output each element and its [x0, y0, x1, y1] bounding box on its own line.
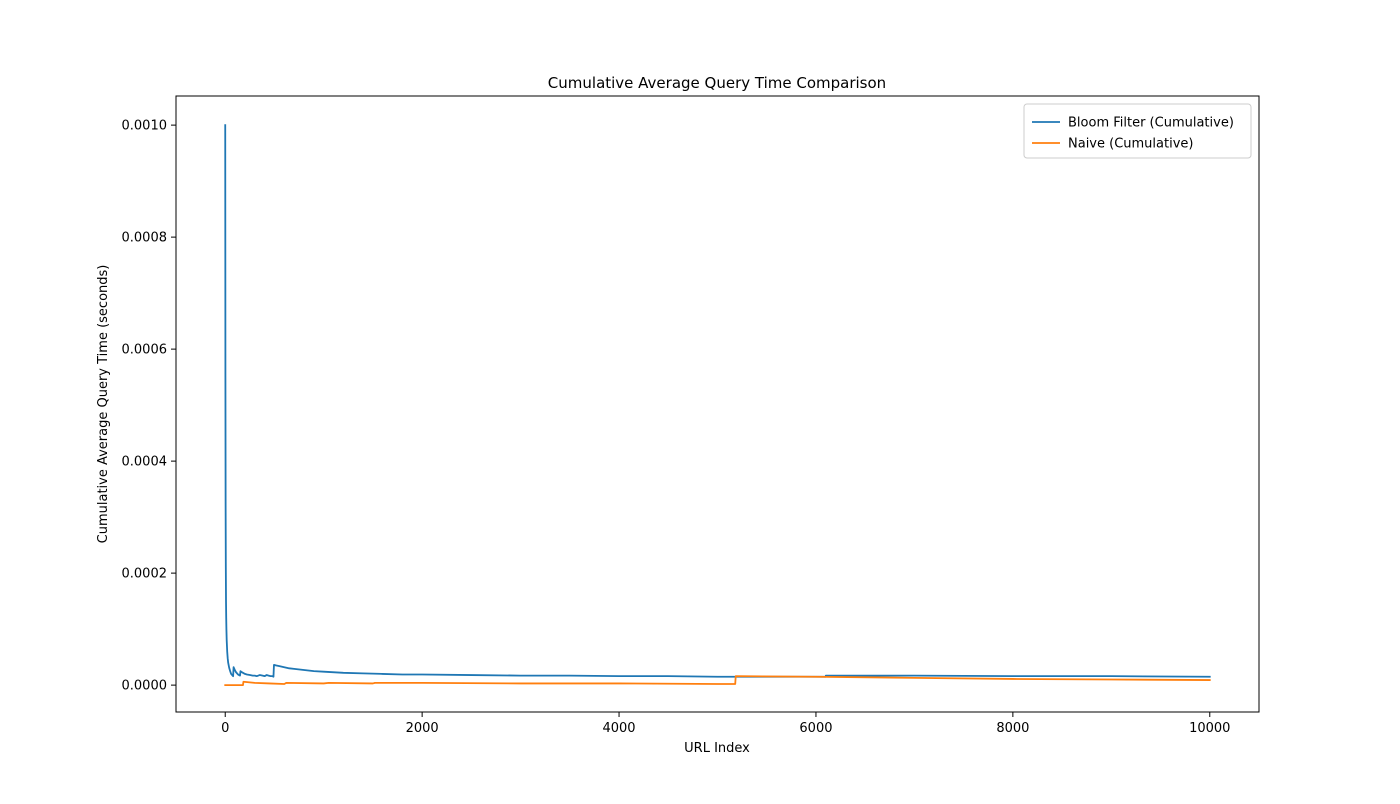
- x-tick-label: 10000: [1189, 721, 1230, 736]
- axes-frame: [175, 95, 1260, 713]
- legend: Bloom Filter (Cumulative) Naive (Cumulati…: [1023, 103, 1252, 159]
- x-tick-label: 8000: [996, 721, 1029, 736]
- x-tick-label: 4000: [602, 721, 635, 736]
- y-tick-label: 0.0000: [122, 679, 168, 694]
- x-tick-label: 2000: [406, 721, 439, 736]
- y-tick-label: 0.0006: [122, 343, 168, 358]
- legend-label-bloom-filter: Bloom Filter (Cumulative): [1068, 116, 1234, 131]
- legend-box: [1023, 103, 1252, 159]
- y-tick-label: 0.0010: [122, 119, 168, 134]
- series-line-naive: [224, 675, 1211, 687]
- legend-label-naive: Naive (Cumulative): [1068, 137, 1193, 152]
- y-tick-label: 0.0004: [122, 455, 168, 470]
- x-tick-label: 0: [221, 721, 229, 736]
- plot-area: 0 2000 4000 6000 8000 10000 0.0000 0.0002 0.0004…: [122, 95, 1260, 736]
- series-line-bloom-filter: [224, 124, 1211, 678]
- y-tick-label: 0.0002: [122, 567, 168, 582]
- x-axis-label: URL Index: [684, 741, 750, 756]
- y-axis-label: Cumulative Average Query Time (seconds): [96, 265, 111, 544]
- x-tick-label: 6000: [799, 721, 832, 736]
- chart-title: Cumulative Average Query Time Comparison: [548, 74, 886, 92]
- y-tick-label: 0.0008: [122, 231, 168, 246]
